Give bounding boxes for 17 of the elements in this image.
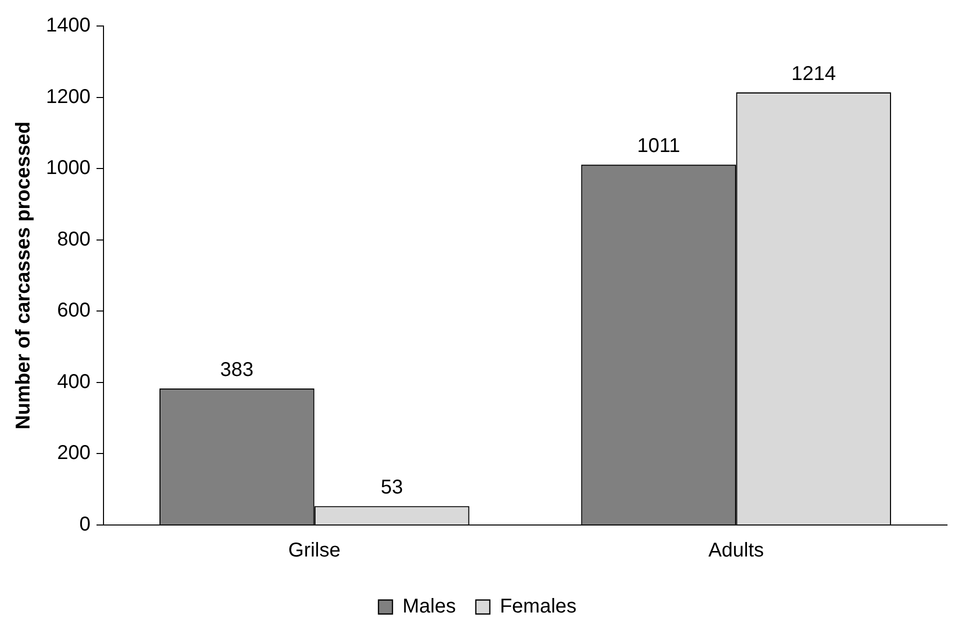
y-axis-title: Number of carcasses processed [12,122,35,430]
x-tick-label: Grilse [288,540,340,562]
data-label: 53 [380,476,403,499]
x-tick-label: Adults [708,540,764,562]
y-tick-label: 400 [57,370,90,393]
y-tick-label: 1000 [46,157,90,180]
y-tick-label: 1400 [46,14,90,37]
y-tick-label: 600 [57,300,90,322]
legend-label: Females [500,596,577,618]
y-tick-label: 0 [79,514,90,536]
data-label: 1011 [637,135,680,158]
y-tick-label: 200 [57,442,90,464]
y-tick-label: 1200 [46,86,90,108]
y-tick-label: 800 [57,228,90,250]
data-label: 383 [220,359,254,382]
legend-label: Males [402,596,456,618]
data-label: 1214 [791,62,836,85]
